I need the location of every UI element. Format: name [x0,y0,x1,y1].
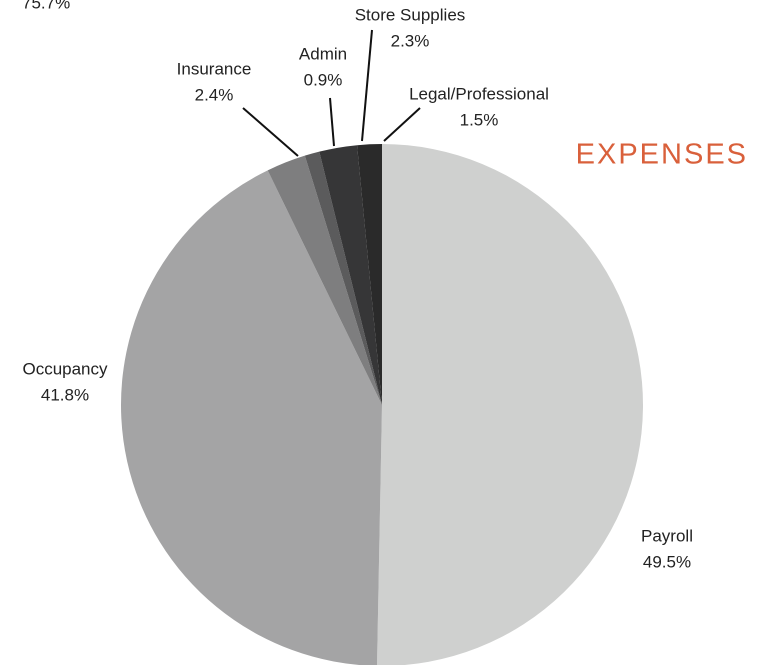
cropped-label: 75.7% [22,0,70,12]
pie-slice [319,145,382,405]
leader-line [361,29,373,142]
leader-line [329,97,335,147]
slice-label: Payroll [641,526,693,545]
slice-label: Admin [299,44,347,63]
pie-slice [304,151,382,405]
pie-slice [357,144,382,405]
chart-title: EXPENSES [576,139,748,171]
slice-value-label: 2.3% [391,31,430,50]
leader-line [383,107,421,142]
slice-value-label: 2.4% [195,85,234,104]
slice-value-label: 0.9% [304,70,343,89]
leader-line [242,107,299,157]
slice-label: Legal/Professional [409,84,549,103]
pie-slice [121,170,382,665]
pie-slice [267,155,382,405]
slice-label: Insurance [177,59,252,78]
pie-slice [377,144,643,665]
slice-label: Store Supplies [355,5,466,24]
slice-value-label: 41.8% [41,385,89,404]
slice-value-label: 49.5% [643,552,691,571]
slice-label: Occupancy [22,359,108,378]
slice-value-label: 1.5% [460,110,499,129]
